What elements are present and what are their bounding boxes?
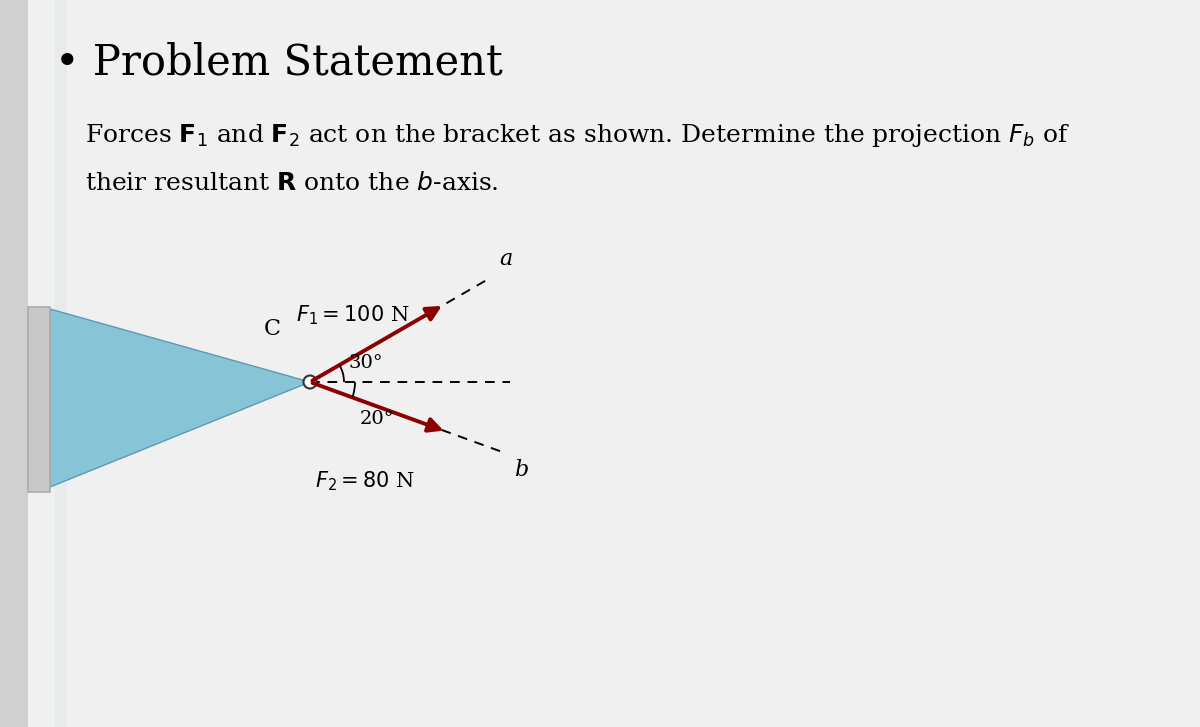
Circle shape — [304, 376, 317, 388]
Text: a: a — [499, 248, 512, 270]
Text: • Problem Statement: • Problem Statement — [55, 42, 503, 84]
FancyBboxPatch shape — [28, 307, 50, 492]
Text: their resultant $\mathbf{R}$ onto the $b$-axis.: their resultant $\mathbf{R}$ onto the $b… — [85, 172, 499, 195]
Text: b: b — [515, 459, 528, 481]
Text: 20°: 20° — [360, 410, 395, 428]
Text: Forces $\mathbf{F}_1$ and $\mathbf{F}_2$ act on the bracket as shown. Determine : Forces $\mathbf{F}_1$ and $\mathbf{F}_2$… — [85, 122, 1070, 149]
Text: $F_2 = 80$ N: $F_2 = 80$ N — [314, 470, 415, 493]
Text: C: C — [264, 318, 281, 340]
FancyBboxPatch shape — [28, 0, 1200, 727]
Text: $F_1 = 100$ N: $F_1 = 100$ N — [296, 304, 409, 327]
FancyBboxPatch shape — [55, 0, 67, 727]
Polygon shape — [50, 309, 310, 487]
Text: 30°: 30° — [348, 354, 383, 372]
